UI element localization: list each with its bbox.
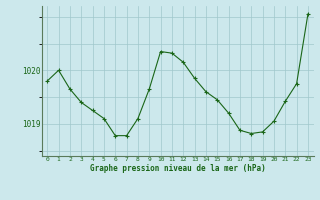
X-axis label: Graphe pression niveau de la mer (hPa): Graphe pression niveau de la mer (hPa) — [90, 164, 266, 173]
